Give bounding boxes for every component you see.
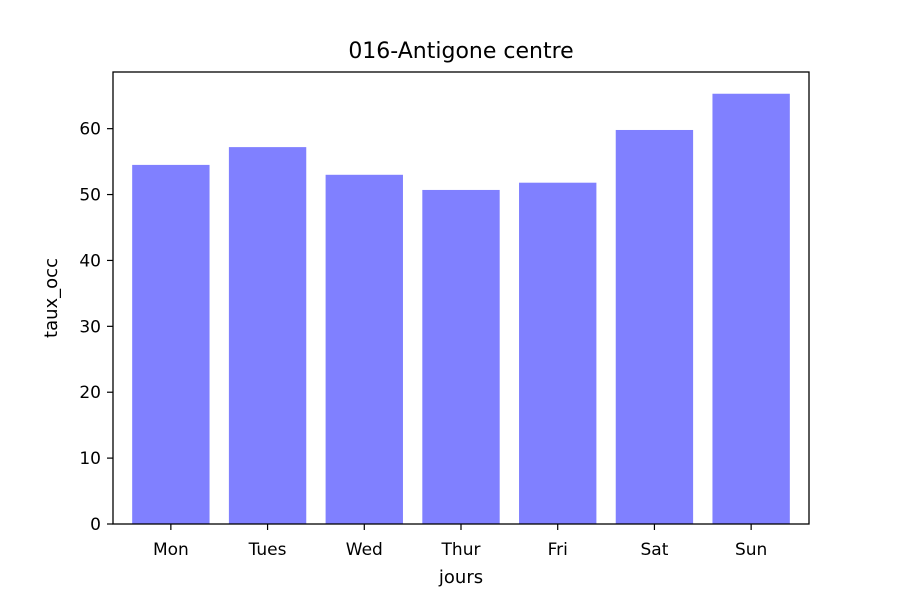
y-tick-label: 20 <box>79 383 101 403</box>
x-tick-label: Thur <box>441 540 481 560</box>
bar-tues <box>228 147 307 525</box>
bar-mon <box>132 164 210 524</box>
x-tick-label: Sun <box>735 540 767 560</box>
ticks-layer: Mon Tues Wed Thur Fri Sat Sun 0 10 20 30 40 50 60 <box>79 120 767 560</box>
x-tick-label: Wed <box>346 540 383 560</box>
bar-thur <box>422 189 500 524</box>
bar-wed <box>325 174 403 525</box>
chart-title: 016-Antigone centre <box>348 39 573 64</box>
x-tick-label: Sat <box>640 540 668 560</box>
x-tick-label: Tues <box>248 540 287 560</box>
y-tick-label: 60 <box>79 120 101 140</box>
y-tick-label: 30 <box>79 317 101 337</box>
plot-frame <box>112 71 810 525</box>
bar-sun <box>712 93 790 525</box>
y-tick-label: 0 <box>90 515 101 535</box>
bar-fri <box>519 182 597 524</box>
x-tick-label: Mon <box>153 540 189 560</box>
y-tick-label: 50 <box>79 186 101 206</box>
x-axis-label: jours <box>438 567 483 588</box>
y-tick-label: 40 <box>79 251 101 271</box>
y-axis-label: taux_occ <box>41 258 62 338</box>
bar-sat <box>615 129 694 525</box>
y-tick-label: 10 <box>79 449 101 469</box>
bars-layer <box>132 93 790 525</box>
x-tick-label: Fri <box>548 540 568 560</box>
